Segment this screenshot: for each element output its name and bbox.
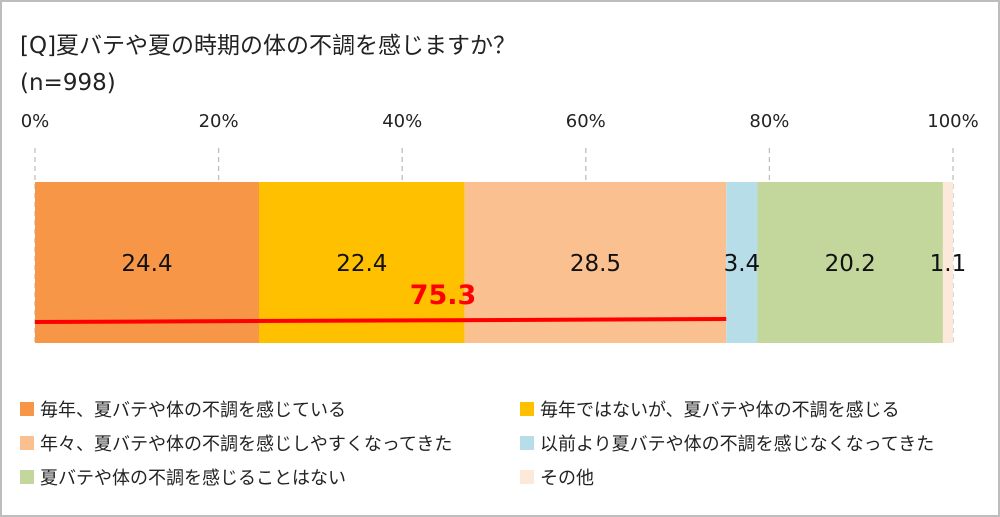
bar-segment — [942, 182, 953, 343]
legend-label: 年々、夏バテや体の不調を感じしやすくなってきた — [40, 434, 453, 455]
x-tick-label: 60% — [566, 111, 606, 132]
annotation-label: 75.3 — [410, 280, 477, 311]
legend-swatch — [20, 402, 34, 416]
legend-label: 以前より夏バテや体の不調を感じなくなってきた — [540, 434, 935, 455]
x-tick-label: 20% — [199, 111, 239, 132]
data-label: 20.2 — [825, 251, 876, 277]
legend-item: 年々、夏バテや体の不調を感じしやすくなってきた — [20, 430, 452, 456]
data-label: 22.4 — [336, 251, 387, 277]
legend-item: 以前より夏バテや体の不調を感じなくなってきた — [520, 430, 934, 456]
legend-swatch — [520, 436, 534, 450]
legend-swatch — [520, 470, 534, 484]
legend-item: 夏バテや体の不調を感じることはない — [20, 464, 346, 490]
legend-swatch — [20, 436, 34, 450]
data-label: 24.4 — [121, 251, 172, 277]
legend-swatch — [520, 402, 534, 416]
legend-item: 毎年ではないが、夏バテや体の不調を感じる — [520, 396, 900, 422]
legend-item: 毎年、夏バテや体の不調を感じている — [20, 396, 346, 422]
legend-label: 毎年、夏バテや体の不調を感じている — [40, 400, 346, 421]
legend-label: 毎年ではないが、夏バテや体の不調を感じる — [540, 400, 900, 421]
x-tick-label: 0% — [21, 111, 50, 132]
x-tick-label: 100% — [927, 111, 978, 132]
legend-swatch — [20, 470, 34, 484]
bar-segment — [757, 182, 943, 343]
data-label: 1.1 — [930, 251, 967, 277]
bar-segment — [258, 182, 465, 343]
bar-segment — [464, 182, 727, 343]
legend-item: その他 — [520, 464, 594, 490]
legend-label: 夏バテや体の不調を感じることはない — [40, 468, 346, 489]
x-tick-label: 40% — [382, 111, 422, 132]
bar-segment — [726, 182, 758, 343]
data-label: 28.5 — [570, 251, 621, 277]
chart-subtitle: (n=998) — [20, 70, 116, 96]
cumulative-line — [34, 317, 727, 324]
data-label: 3.4 — [724, 251, 761, 277]
bar-segment — [35, 182, 259, 343]
chart-title: [Q]夏バテや夏の時期の体の不調を感じますか？ — [20, 33, 517, 59]
x-tick-label: 80% — [749, 111, 789, 132]
legend-label: その他 — [540, 468, 594, 489]
